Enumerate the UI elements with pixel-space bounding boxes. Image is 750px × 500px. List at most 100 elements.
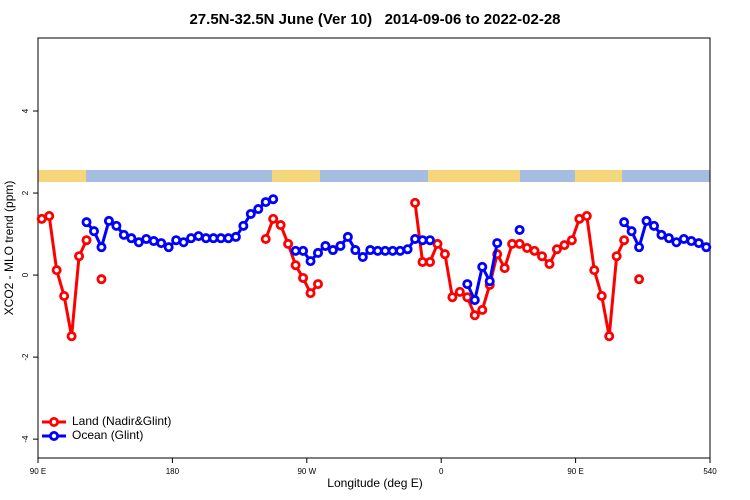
data-point — [671, 237, 682, 248]
data-point — [626, 226, 637, 237]
data-point — [410, 233, 421, 244]
data-point — [335, 240, 346, 251]
data-point — [701, 242, 712, 253]
y-axis-label: XCO2 - MLO trend (ppm) — [2, 181, 16, 316]
data-point — [163, 242, 174, 253]
data-point — [89, 226, 100, 237]
data-point — [253, 204, 264, 215]
data-point — [514, 238, 525, 249]
x-tick-label: 90 E — [30, 467, 46, 476]
y-tick-label: -4 — [21, 435, 30, 443]
y-tick-label: -2 — [21, 353, 30, 361]
legend-label: Ocean (Glint) — [72, 428, 143, 442]
data-point — [499, 263, 510, 274]
data-point — [529, 245, 540, 256]
data-point — [44, 211, 55, 222]
data-point — [432, 238, 443, 249]
data-point — [439, 249, 450, 260]
land-ocean-strip — [38, 170, 710, 182]
data-point — [477, 304, 488, 315]
data-point — [454, 286, 465, 297]
data-point — [126, 233, 137, 244]
y-tick-label: 4 — [21, 108, 30, 113]
data-point — [298, 272, 309, 283]
x-axis-label: Longitude (deg E) — [327, 476, 422, 490]
data-point — [111, 220, 122, 231]
data-point — [96, 274, 107, 285]
data-point — [566, 235, 577, 246]
data-point — [649, 220, 660, 231]
data-point — [178, 237, 189, 248]
data-point — [469, 310, 480, 321]
data-point — [327, 245, 338, 256]
data-point — [59, 290, 70, 301]
data-point — [484, 276, 495, 287]
data-point — [66, 331, 77, 342]
data-point — [641, 215, 652, 226]
data-point — [268, 213, 279, 224]
data-point — [283, 238, 294, 249]
data-point — [245, 208, 256, 219]
x-tick-label: 540 — [703, 467, 717, 476]
data-point — [156, 238, 167, 249]
data-point — [365, 245, 376, 256]
data-point — [223, 233, 234, 244]
data-point — [462, 279, 473, 290]
data-point — [51, 265, 62, 276]
data-point — [537, 251, 548, 262]
data-point — [238, 220, 249, 231]
data-point — [656, 229, 667, 240]
legend-label: Land (Nadir&Glint) — [72, 414, 171, 428]
data-point — [74, 251, 85, 262]
data-point — [305, 288, 316, 299]
data-point — [350, 245, 361, 256]
data-point — [469, 295, 480, 306]
data-point — [693, 238, 704, 249]
y-tick-label: 0 — [21, 272, 30, 277]
series-line — [42, 203, 639, 336]
data-point — [96, 242, 107, 253]
data-point — [275, 220, 286, 231]
data-point — [402, 244, 413, 255]
y-tick-label: 2 — [21, 190, 30, 195]
data-point — [410, 197, 421, 208]
data-point — [312, 279, 323, 290]
data-point — [81, 217, 92, 228]
data-point — [663, 233, 674, 244]
data-point — [424, 235, 435, 246]
data-point — [103, 215, 114, 226]
data-point — [551, 244, 562, 255]
data-point — [133, 237, 144, 248]
data-point — [268, 194, 279, 205]
x-tick-label: 90 W — [297, 467, 316, 476]
x-tick-label: 0 — [439, 467, 444, 476]
data-point — [447, 292, 458, 303]
data-point — [596, 290, 607, 301]
legend-marker — [49, 430, 60, 441]
data-point — [619, 235, 630, 246]
data-point — [544, 258, 555, 269]
data-point — [477, 261, 488, 272]
legend-marker — [49, 416, 60, 427]
data-point — [357, 252, 368, 263]
data-point — [395, 245, 406, 256]
data-point — [604, 331, 615, 342]
data-point — [230, 231, 241, 242]
data-point — [492, 238, 503, 249]
data-point — [634, 242, 645, 253]
data-point — [611, 251, 622, 262]
data-point — [634, 274, 645, 285]
legend: Land (Nadir&Glint)Ocean (Glint) — [42, 414, 171, 442]
chart-title: 27.5N-32.5N June (Ver 10) 2014-09-06 to … — [189, 11, 560, 28]
data-point — [290, 260, 301, 271]
data-point — [559, 240, 570, 251]
data-point — [312, 247, 323, 258]
data-point — [260, 233, 271, 244]
data-point — [81, 235, 92, 246]
x-tick-label: 90 E — [567, 467, 583, 476]
x-tick-label: 180 — [166, 467, 180, 476]
data-point — [514, 224, 525, 235]
data-point — [589, 265, 600, 276]
data-point — [619, 217, 630, 228]
